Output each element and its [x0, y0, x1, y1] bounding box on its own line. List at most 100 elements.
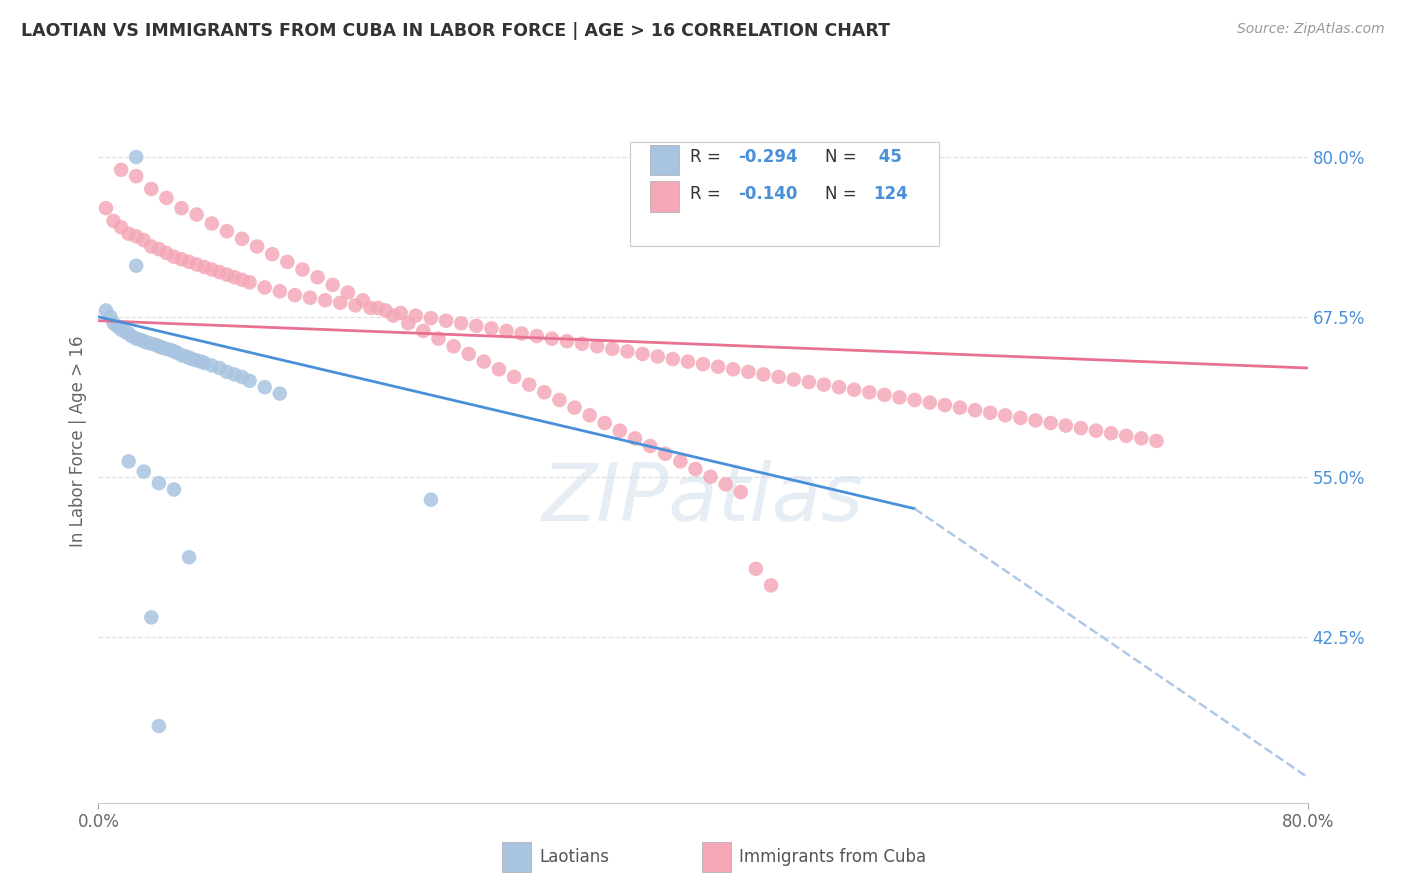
Point	[1115, 429, 1137, 443]
Point	[526, 329, 548, 343]
Point	[1099, 426, 1122, 441]
Point	[174, 350, 197, 364]
Point	[160, 343, 183, 357]
Point	[616, 344, 638, 359]
Point	[163, 483, 186, 497]
Point	[382, 309, 405, 323]
Point	[253, 380, 276, 394]
FancyBboxPatch shape	[650, 181, 679, 211]
Point	[110, 323, 132, 337]
Point	[669, 454, 692, 468]
Point	[150, 341, 173, 355]
Point	[495, 324, 517, 338]
Point	[336, 285, 359, 300]
Point	[215, 365, 238, 379]
FancyBboxPatch shape	[702, 842, 731, 872]
Point	[631, 347, 654, 361]
Point	[624, 431, 647, 445]
Point	[103, 316, 125, 330]
Point	[949, 401, 972, 415]
Point	[118, 227, 141, 241]
Y-axis label: In Labor Force | Age > 16: In Labor Force | Age > 16	[69, 335, 87, 548]
Point	[420, 492, 443, 507]
Text: N =: N =	[825, 148, 862, 166]
Point	[1039, 416, 1062, 430]
Point	[155, 246, 177, 260]
Point	[1085, 424, 1108, 438]
Point	[269, 386, 291, 401]
Text: 124: 124	[873, 185, 908, 202]
Point	[465, 318, 488, 333]
Point	[239, 374, 262, 388]
Point	[510, 326, 533, 341]
Text: R =: R =	[690, 148, 725, 166]
Text: 45: 45	[873, 148, 903, 166]
Point	[752, 368, 775, 382]
Point	[262, 247, 284, 261]
Point	[170, 252, 193, 267]
Point	[94, 303, 117, 318]
Point	[215, 268, 238, 282]
Point	[1010, 410, 1032, 425]
Point	[186, 257, 208, 271]
Point	[118, 326, 141, 341]
Point	[443, 339, 465, 353]
Point	[269, 285, 291, 299]
Point	[638, 439, 661, 453]
Point	[193, 260, 215, 274]
Point	[783, 372, 806, 386]
Point	[564, 401, 586, 415]
Point	[329, 295, 352, 310]
Point	[352, 293, 374, 308]
Point	[121, 329, 143, 343]
Point	[94, 201, 117, 215]
Point	[434, 314, 457, 328]
Point	[145, 338, 167, 352]
Point	[571, 336, 593, 351]
Point	[934, 398, 956, 412]
Point	[768, 370, 790, 384]
Point	[609, 424, 631, 438]
Point	[186, 353, 208, 368]
Point	[692, 357, 714, 371]
Point	[208, 361, 231, 376]
Point	[797, 375, 820, 389]
Point	[457, 347, 479, 361]
Text: Laotians: Laotians	[540, 848, 610, 866]
Point	[450, 316, 472, 330]
Point	[179, 550, 201, 565]
Point	[555, 334, 578, 348]
Point	[730, 485, 752, 500]
Point	[420, 311, 443, 326]
Point	[314, 293, 336, 308]
Point	[979, 406, 1001, 420]
Point	[578, 409, 600, 423]
Point	[707, 359, 730, 374]
Point	[224, 368, 246, 382]
Point	[904, 392, 927, 407]
Point	[163, 344, 186, 359]
Point	[548, 392, 571, 407]
Point	[201, 262, 224, 277]
Point	[118, 454, 141, 468]
Point	[994, 409, 1017, 423]
FancyBboxPatch shape	[502, 842, 531, 872]
Point	[208, 265, 231, 279]
Text: -0.294: -0.294	[738, 148, 797, 166]
Text: R =: R =	[690, 185, 725, 202]
Point	[141, 610, 163, 624]
Point	[889, 391, 911, 405]
Point	[1130, 431, 1153, 445]
Point	[813, 377, 835, 392]
Point	[201, 217, 224, 231]
FancyBboxPatch shape	[650, 145, 679, 175]
Point	[148, 476, 170, 491]
Point	[918, 395, 941, 409]
Point	[965, 403, 987, 417]
Point	[1144, 434, 1167, 448]
Point	[602, 342, 624, 356]
Point	[307, 270, 329, 285]
Point	[100, 310, 122, 324]
Point	[367, 301, 389, 315]
Point	[396, 316, 419, 330]
